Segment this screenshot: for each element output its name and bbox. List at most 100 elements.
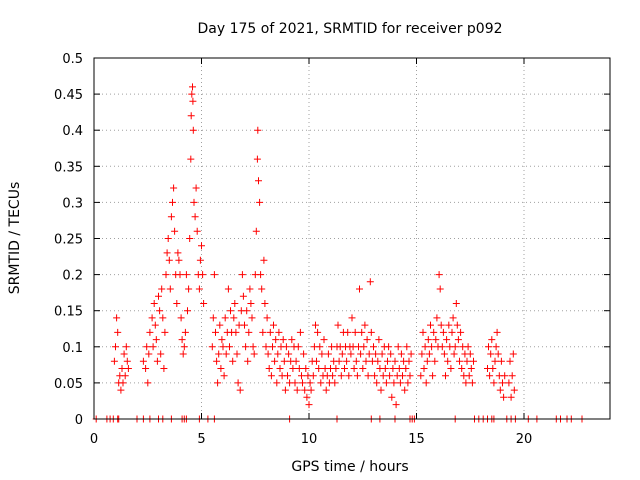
data-point [152, 336, 160, 344]
data-point [198, 242, 205, 250]
data-point [394, 343, 402, 351]
data-point [119, 379, 127, 387]
data-point [253, 155, 261, 163]
data-point [224, 285, 232, 293]
data-point [448, 328, 456, 336]
data-point [375, 336, 383, 344]
data-point [269, 343, 276, 351]
data-point [165, 256, 173, 264]
data-point [403, 343, 411, 351]
y-tick-label: 0.45 [54, 88, 83, 103]
data-point [417, 372, 425, 380]
data-point [149, 343, 157, 351]
data-point [314, 328, 322, 336]
data-point [428, 343, 436, 351]
data-point [180, 343, 188, 351]
data-point [123, 357, 131, 365]
data-point [507, 393, 515, 401]
data-point [218, 336, 226, 344]
data-point [187, 155, 195, 163]
y-tick-label: 0 [75, 413, 83, 428]
data-point [345, 372, 353, 380]
data-point [294, 343, 302, 351]
data-point [245, 328, 253, 336]
data-point [385, 343, 393, 351]
ticks-layer: 0 0.05 0.1 0.15 0.2 0.25 0.3 0.35 0.4 0.45 0.5 0 5 10… [54, 52, 610, 447]
data-point [445, 321, 453, 329]
data-point [364, 372, 372, 380]
data-point [407, 350, 415, 358]
data-point [468, 379, 476, 387]
data-point [118, 365, 126, 372]
data-point [505, 379, 513, 387]
data-point [160, 365, 168, 372]
data-point [178, 336, 186, 344]
data-point [487, 350, 495, 358]
data-point [356, 285, 363, 293]
data-point [113, 314, 121, 322]
data-point [359, 365, 367, 372]
data-point [367, 328, 375, 336]
data-point [307, 386, 315, 394]
data-point [220, 372, 228, 380]
data-point [193, 227, 201, 235]
data-point [401, 386, 409, 394]
data-point [341, 365, 348, 372]
data-point [506, 357, 514, 365]
data-point [387, 350, 395, 358]
data-point [470, 357, 477, 365]
data-point [350, 365, 358, 372]
data-point [384, 357, 391, 365]
data-point [273, 379, 281, 387]
data-point [298, 372, 305, 380]
data-point [444, 357, 452, 365]
data-point [464, 343, 472, 351]
data-point [166, 285, 174, 293]
data-point [500, 393, 508, 401]
data-point [284, 372, 291, 380]
data-point [309, 372, 317, 380]
data-point [151, 321, 159, 329]
data-point [320, 336, 328, 344]
data-point [399, 372, 406, 380]
y-tick-label: 0.5 [62, 52, 83, 67]
data-point [362, 357, 370, 365]
data-point [418, 350, 426, 358]
data-point [488, 336, 496, 344]
data-point [176, 271, 184, 279]
data-point [329, 372, 337, 380]
data-point [382, 379, 390, 387]
data-point [352, 357, 360, 365]
data-point [436, 285, 444, 293]
data-point [187, 112, 195, 120]
data-point [433, 314, 441, 322]
data-point [379, 372, 387, 380]
data-point [317, 379, 325, 387]
data-point [422, 379, 430, 387]
data-point [163, 249, 171, 257]
data-point [510, 386, 518, 394]
data-point [293, 386, 301, 394]
x-tick-label: 5 [197, 432, 205, 447]
data-point [221, 314, 229, 322]
data-point [347, 350, 355, 358]
data-point [280, 357, 288, 365]
data-point [263, 314, 271, 322]
data-point [389, 365, 397, 372]
data-point [209, 314, 217, 322]
data-point [447, 365, 455, 372]
data-point [282, 343, 290, 351]
data-point [419, 328, 427, 336]
data-point [467, 365, 475, 372]
data-point [439, 328, 447, 336]
data-point [437, 321, 445, 329]
data-point [316, 343, 324, 351]
data-point [402, 365, 410, 372]
data-point [214, 379, 222, 387]
data-point [381, 365, 389, 372]
data-point [291, 379, 299, 387]
x-tick-label: 20 [516, 432, 533, 447]
data-point [430, 328, 438, 336]
data-point [292, 357, 300, 365]
data-point [302, 365, 310, 372]
